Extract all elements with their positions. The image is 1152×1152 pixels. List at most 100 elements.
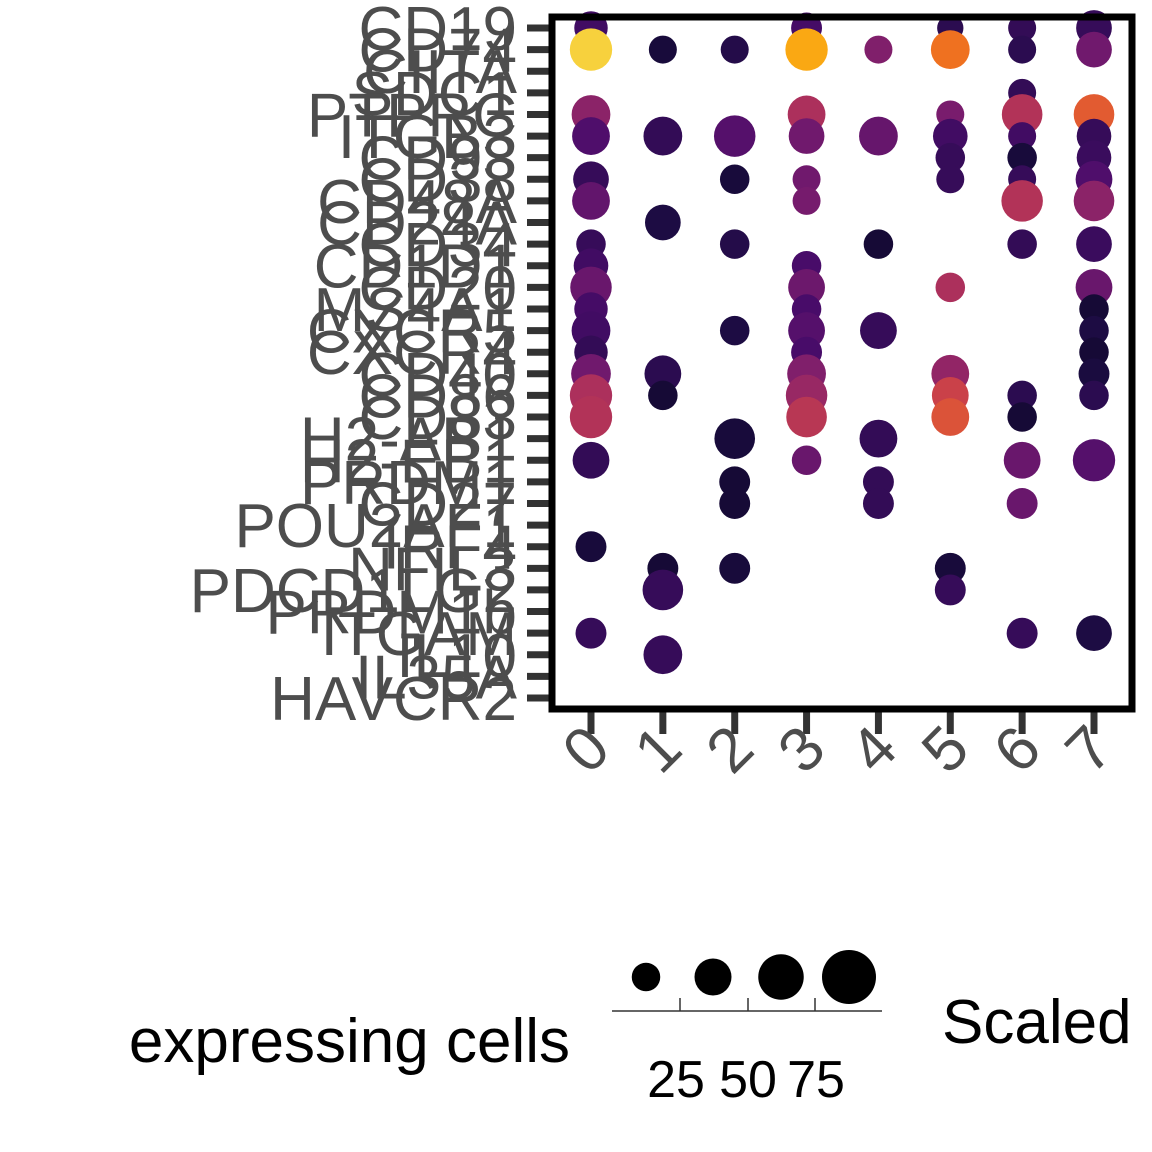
dot-point (1001, 180, 1043, 222)
gene-label: SDC1 (352, 60, 517, 129)
dot-point (719, 466, 751, 498)
dot-point (1008, 122, 1037, 151)
gene-label: CD38 (358, 146, 517, 215)
cluster-label: 7 (1053, 713, 1126, 786)
gene-label: H2-AB1 (300, 406, 517, 475)
gene-label: NFIL3 (348, 535, 517, 604)
gene-label: CD20 (358, 254, 517, 323)
dot-point (862, 488, 894, 519)
dot-point (864, 35, 893, 64)
gene-label: CD34 (358, 211, 517, 280)
gene-label: CD19 (358, 0, 517, 64)
size-legend-key (694, 958, 732, 996)
dot-point (862, 466, 894, 498)
dot-point (1008, 14, 1037, 42)
dot-point (1008, 35, 1037, 64)
gene-label: PTPRC (307, 81, 517, 150)
dot-point (935, 272, 966, 303)
dot-point (792, 165, 821, 194)
cluster-label: 1 (622, 713, 695, 786)
dot-point (863, 229, 894, 259)
dot-point (935, 142, 966, 173)
dot-point (575, 617, 607, 649)
dot-point (932, 118, 968, 154)
dot-point (713, 115, 756, 157)
dot-point (930, 30, 970, 69)
size-legend-key (822, 950, 876, 1004)
dot-point (1073, 180, 1115, 222)
size-legend-tick-label: 25 (647, 1051, 705, 1109)
dot-point (572, 117, 610, 155)
dot-point (1007, 229, 1037, 259)
gene-label: PRDM1b (265, 579, 517, 648)
dot-point (1079, 294, 1109, 324)
dot-point (644, 355, 682, 393)
gene-label: ITGAM (321, 600, 517, 669)
gene-label: CIITA (363, 38, 517, 107)
dot-point (934, 552, 966, 584)
dot-point (859, 419, 898, 458)
size-legend-key (758, 954, 804, 1000)
gene-label: CD40 (358, 341, 517, 410)
gene-label: H2-EB1 (300, 427, 517, 496)
dot-point (1079, 315, 1109, 346)
gene-label: IRF4 (383, 514, 517, 583)
dot-point (572, 441, 610, 479)
dot-point (642, 569, 684, 611)
gene-label: CD1D1 (314, 233, 517, 302)
gene-label: CD24A (317, 190, 518, 259)
dot-point (791, 445, 822, 476)
gene-label: CXCR5 (307, 298, 517, 367)
gene-label: HAVCR2 (270, 665, 517, 734)
gene-label: IL35A (355, 643, 518, 712)
dot-point (719, 164, 750, 195)
dot-point (931, 398, 970, 436)
dot-point (1006, 617, 1038, 649)
dot-point (714, 418, 756, 459)
dot-point (644, 204, 681, 241)
dot-point (859, 116, 898, 156)
dot-point (1007, 380, 1037, 411)
dot-point (788, 268, 825, 306)
size-legend-tick-label: 75 (787, 1051, 845, 1109)
gene-label: CD74 (358, 17, 517, 86)
gene-label: CD83 (358, 384, 517, 453)
dot-point (569, 28, 613, 71)
color-legend-title: Scaled (942, 988, 1132, 1057)
dot-point (1007, 142, 1037, 173)
gene-label: PDCD1LG2 (190, 557, 517, 626)
dot-point (719, 229, 750, 259)
dot-point (792, 186, 821, 215)
dot-point (860, 312, 897, 349)
cluster-label: 3 (765, 713, 838, 786)
gene-label: CD93 (358, 125, 517, 194)
dot-point (643, 116, 683, 156)
size-legend-title: expressing cells (129, 1007, 570, 1076)
dot-point (1007, 402, 1037, 432)
size-legend-key (631, 962, 661, 992)
gene-label: ITGB3 (338, 103, 517, 172)
dot-point (719, 488, 751, 519)
dot-point (1072, 439, 1116, 482)
plot-panel-border (548, 13, 1136, 713)
size-legend-tick-label: 50 (719, 1051, 777, 1109)
dot-point (1076, 615, 1112, 652)
size-legend-ticks: 25 50 75 (647, 998, 845, 1109)
dot-point (1079, 337, 1109, 367)
dot-point (1075, 268, 1113, 306)
dot-point (648, 35, 677, 64)
dot-point (1001, 94, 1043, 135)
gene-label: MS4A1 (314, 276, 517, 345)
legend: expressing cells 25 50 75 Scaled (129, 950, 1132, 1109)
cluster-label: 4 (837, 713, 910, 786)
dot-point (785, 28, 828, 71)
dot-point (1076, 226, 1112, 262)
gene-label: CD27 (358, 470, 517, 539)
dot-point (1078, 358, 1110, 390)
dot-point (719, 315, 750, 346)
dot-point (572, 182, 610, 220)
dot-point (1079, 380, 1109, 411)
dot-point (720, 35, 749, 64)
dot-point (575, 531, 607, 563)
